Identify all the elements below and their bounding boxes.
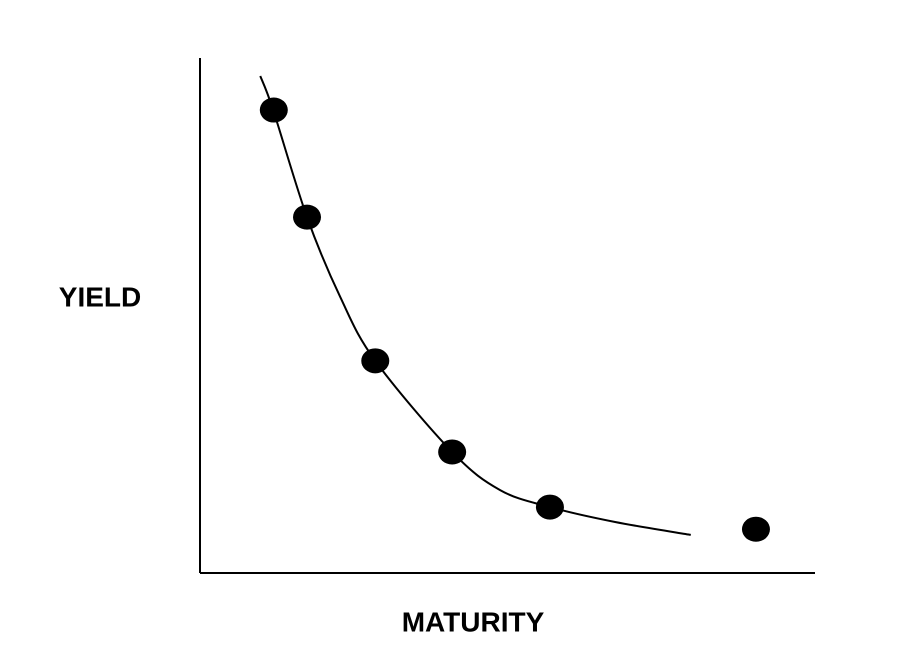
- point: [535, 494, 564, 520]
- y-axis-label: YIELD: [59, 281, 141, 312]
- point: [438, 439, 467, 465]
- point: [361, 348, 390, 374]
- point: [741, 516, 770, 542]
- point: [259, 97, 288, 123]
- curve: [259, 75, 691, 536]
- point: [293, 204, 322, 230]
- x-axis-label: MATURITY: [402, 606, 545, 637]
